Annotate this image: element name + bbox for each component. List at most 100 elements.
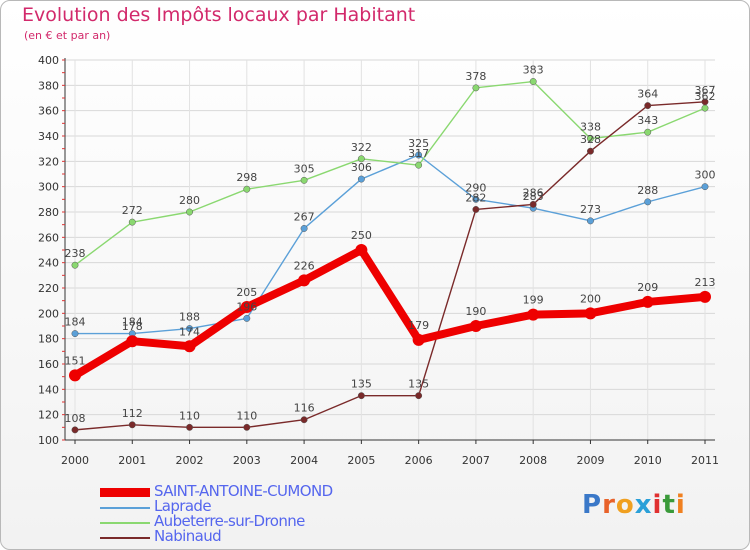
- data-point-aubeterre-sur-dronne: [472, 84, 480, 92]
- x-tick-label: 2008: [519, 454, 547, 467]
- data-label-aubeterre-sur-dronne: 272: [122, 204, 143, 217]
- data-label-saint-antoine-cumond: 174: [179, 325, 200, 338]
- data-label-nabinaud: 328: [580, 133, 601, 146]
- data-label-aubeterre-sur-dronne: 298: [236, 171, 257, 184]
- data-label-saint-antoine-cumond: 179: [408, 319, 429, 332]
- y-tick-label: 140: [38, 383, 59, 396]
- data-label-nabinaud: 286: [523, 186, 544, 199]
- data-point-nabinaud: [587, 147, 594, 155]
- data-label-aubeterre-sur-dronne: 343: [637, 114, 658, 127]
- data-label-saint-antoine-cumond: 190: [465, 305, 486, 318]
- data-point-laprade: [243, 314, 251, 322]
- y-tick-label: 320: [38, 155, 59, 168]
- data-point-nabinaud: [415, 392, 423, 400]
- data-label-nabinaud: 108: [65, 412, 86, 425]
- data-label-laprade: 290: [465, 181, 486, 194]
- data-point-laprade: [644, 198, 652, 206]
- x-tick-label: 2009: [576, 454, 604, 467]
- y-tick-label: 220: [38, 282, 59, 295]
- data-label-saint-antoine-cumond: 178: [122, 320, 143, 333]
- data-label-aubeterre-sur-dronne: 378: [465, 70, 486, 83]
- data-label-aubeterre-sur-dronne: 362: [695, 90, 716, 103]
- data-label-saint-antoine-cumond: 151: [65, 354, 86, 367]
- data-point-saint-antoine-cumond: [355, 244, 368, 256]
- data-point-nabinaud: [529, 200, 537, 208]
- data-label-aubeterre-sur-dronne: 338: [580, 121, 601, 134]
- x-tick-label: 2001: [118, 454, 146, 467]
- data-point-saint-antoine-cumond: [469, 320, 482, 332]
- data-point-nabinaud: [701, 98, 709, 106]
- data-point-laprade: [472, 195, 480, 203]
- logo-letter: i: [675, 490, 686, 520]
- data-label-saint-antoine-cumond: 213: [695, 276, 716, 289]
- data-point-nabinaud: [357, 392, 365, 400]
- data-label-aubeterre-sur-dronne: 383: [523, 64, 544, 77]
- logo-letter: r: [602, 490, 616, 520]
- y-tick-label: 120: [38, 409, 59, 422]
- data-point-laprade: [357, 175, 365, 183]
- data-label-nabinaud: 135: [351, 378, 372, 391]
- legend-label: SAINT-ANTOINE-CUMOND: [154, 482, 333, 500]
- data-label-saint-antoine-cumond: 226: [294, 259, 315, 272]
- data-point-saint-antoine-cumond: [527, 308, 540, 321]
- data-label-saint-antoine-cumond: 250: [351, 229, 372, 242]
- data-point-laprade: [415, 151, 423, 159]
- data-point-laprade: [300, 225, 308, 232]
- data-label-laprade: 300: [695, 169, 716, 182]
- data-point-aubeterre-sur-dronne: [415, 161, 423, 169]
- data-label-aubeterre-sur-dronne: 238: [65, 247, 86, 260]
- data-point-nabinaud: [644, 102, 652, 110]
- data-point-nabinaud: [243, 423, 251, 431]
- data-label-nabinaud: 110: [236, 409, 257, 422]
- data-point-saint-antoine-cumond: [412, 333, 425, 346]
- data-point-aubeterre-sur-dronne: [243, 185, 251, 193]
- data-point-aubeterre-sur-dronne: [357, 155, 365, 163]
- x-tick-label: 2007: [462, 454, 490, 467]
- data-label-aubeterre-sur-dronne: 317: [408, 147, 429, 160]
- x-tick-label: 2005: [347, 454, 375, 467]
- data-point-aubeterre-sur-dronne: [300, 176, 308, 184]
- data-label-laprade: 188: [179, 311, 200, 324]
- data-point-laprade: [587, 217, 594, 225]
- data-point-nabinaud: [71, 426, 79, 434]
- y-tick-label: 200: [38, 307, 59, 320]
- logo-letter: x: [634, 490, 653, 520]
- legend-label: Nabinaud: [154, 527, 222, 545]
- data-point-nabinaud: [128, 421, 136, 429]
- data-point-saint-antoine-cumond: [183, 340, 196, 353]
- legend-swatch: [100, 522, 150, 524]
- data-point-aubeterre-sur-dronne: [701, 104, 709, 112]
- data-label-nabinaud: 116: [294, 402, 315, 415]
- y-tick-label: 160: [38, 358, 59, 371]
- data-point-laprade: [186, 325, 193, 332]
- proxiti-logo: Proxiti: [582, 490, 686, 520]
- legend-swatch: [100, 488, 150, 497]
- data-point-saint-antoine-cumond: [699, 290, 711, 303]
- data-point-saint-antoine-cumond: [240, 301, 253, 313]
- data-point-saint-antoine-cumond: [126, 335, 139, 348]
- x-tick-label: 2000: [61, 454, 89, 467]
- data-label-laprade: 283: [523, 190, 544, 203]
- y-tick-label: 280: [38, 206, 59, 219]
- data-point-saint-antoine-cumond: [298, 274, 311, 287]
- data-point-saint-antoine-cumond: [641, 295, 654, 308]
- series-line-laprade: [74, 154, 706, 335]
- data-label-laprade: 196: [236, 300, 257, 313]
- data-point-saint-antoine-cumond: [69, 369, 81, 382]
- data-point-aubeterre-sur-dronne: [587, 135, 594, 142]
- line-chart: 100 120 140 160 180 200 220 240 260 280 300 320 340 3…: [38, 54, 719, 467]
- data-point-nabinaud: [472, 206, 480, 213]
- data-label-laprade: 288: [637, 184, 658, 197]
- x-tick-label: 2010: [634, 454, 662, 467]
- logo-letter: o: [615, 490, 635, 520]
- data-point-aubeterre-sur-dronne: [644, 128, 652, 136]
- data-point-aubeterre-sur-dronne: [71, 261, 79, 269]
- x-tick-label: 2003: [233, 454, 261, 467]
- data-label-saint-antoine-cumond: 200: [580, 292, 601, 305]
- x-tick-label: 2004: [290, 454, 318, 467]
- x-tick-label: 2002: [176, 454, 204, 467]
- data-point-laprade: [701, 183, 709, 191]
- data-label-saint-antoine-cumond: 209: [637, 281, 658, 294]
- data-label-saint-antoine-cumond: 199: [523, 294, 544, 307]
- series-line-aubeterre-sur-dronne: [74, 80, 706, 266]
